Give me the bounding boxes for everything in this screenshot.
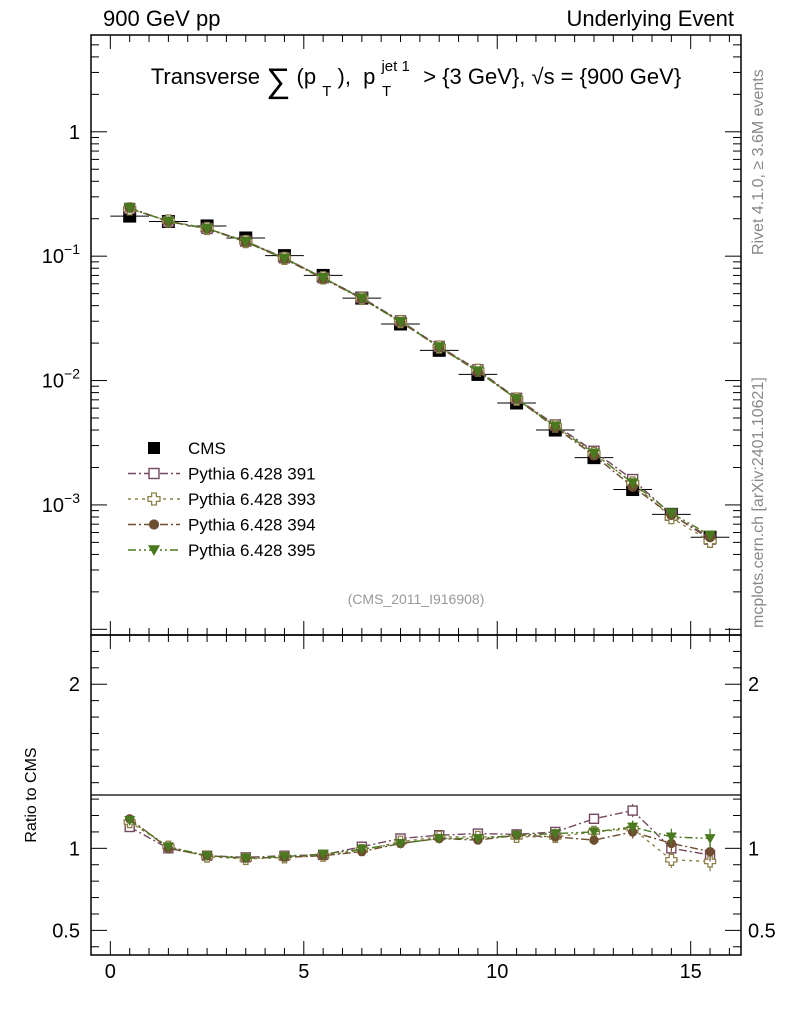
ratio-y-tick-label: 1 <box>69 838 80 860</box>
ratio-axis-ticks: 0 5 10 15 0.5 0.5 1 1 2 2 <box>52 634 776 983</box>
y-tick-base: 10 <box>42 246 64 268</box>
main-axis-ticks: 110−110−210−3 <box>42 34 741 635</box>
ratio-y-tick-label-right: 1 <box>748 838 759 860</box>
y-tick-label: 1 <box>69 122 80 144</box>
series-point-4 <box>471 366 484 378</box>
legend-marker <box>148 519 160 530</box>
header-right-label: Underlying Event <box>566 6 734 31</box>
ratio-y-tick-label: 0.5 <box>52 920 80 942</box>
legend-label: CMS <box>188 439 226 458</box>
title-rest: > {3 GeV}, √s = {900 GeV} <box>423 64 681 89</box>
ratio-point-3 <box>589 835 599 845</box>
title-sum-symbol: ∑ <box>266 62 290 100</box>
x-tick-label: 0 <box>105 961 116 983</box>
legend-label: Pythia 6.428 391 <box>188 465 316 484</box>
ratio-y-tick-label-right: 2 <box>748 674 759 696</box>
series-line-3 <box>129 207 711 538</box>
y-tick-label: 10−2 <box>42 366 80 393</box>
plot-title: Transverse ∑ (p T ), p jet 1 T > {3 GeV}… <box>151 51 681 101</box>
ratio-point-4 <box>278 852 290 863</box>
series-point-4 <box>626 478 639 490</box>
ratio-y-tick-label: 2 <box>69 674 80 696</box>
legend-marker <box>148 442 160 454</box>
series-point-4 <box>123 203 136 214</box>
ratio-plot-data <box>123 804 717 872</box>
ratio-point-4 <box>472 834 484 844</box>
y-tick-exponent: −1 <box>64 241 80 257</box>
ratio-point-2 <box>665 853 678 866</box>
ratio-point-4 <box>124 816 136 826</box>
ratio-y-tick-label-right: 0.5 <box>748 920 776 942</box>
ratio-point-4 <box>201 851 213 862</box>
y-tick-exponent: −3 <box>64 490 80 506</box>
y-tick-base: 10 <box>42 371 64 393</box>
x-tick-label: 5 <box>298 961 309 983</box>
ratio-line-4 <box>129 819 711 859</box>
ratio-point-1 <box>627 805 638 816</box>
ratio-point-4 <box>162 842 174 853</box>
ratio-point-4 <box>395 839 407 849</box>
title-pt-close: ), <box>338 64 351 89</box>
legend: CMS Pythia 6.428 391 Pythia 6.428 393 Pythi… <box>128 439 316 560</box>
ratio-y-axis-label: Ratio to CMS <box>23 747 40 842</box>
series-point-4 <box>587 448 600 460</box>
series-point-4 <box>355 293 368 305</box>
y-tick-base: 10 <box>42 495 64 517</box>
legend-label: Pythia 6.428 394 <box>188 516 316 535</box>
series-point-4 <box>394 316 407 328</box>
ratio-point-4 <box>317 849 329 860</box>
title-pjet-sup: jet 1 <box>380 58 409 75</box>
series-point-4 <box>510 394 523 406</box>
title-pjet-sub: T <box>382 83 391 100</box>
ratio-point-4 <box>356 844 368 855</box>
title-prefix: Transverse <box>151 64 260 89</box>
legend-marker <box>147 492 161 506</box>
ratio-point-4 <box>549 829 561 840</box>
x-tick-label: 15 <box>680 961 702 983</box>
legend-label: Pythia 6.428 393 <box>188 490 316 509</box>
series-point-4 <box>549 421 562 433</box>
title-pjet: p <box>363 64 375 89</box>
x-tick-label: 10 <box>486 961 508 983</box>
legend-marker <box>148 545 160 556</box>
ratio-point-3 <box>705 846 715 857</box>
series-point-4 <box>278 253 291 265</box>
series-point-4 <box>317 273 330 284</box>
ratio-point-4 <box>240 853 252 864</box>
ratio-point-4 <box>433 834 445 844</box>
ratio-point-1 <box>588 813 600 824</box>
ratio-point-4 <box>511 830 523 841</box>
ratio-line-2 <box>129 821 711 863</box>
analysis-watermark: (CMS_2011_I916908) <box>348 591 485 607</box>
ratio-point-4 <box>588 827 600 838</box>
series-point-4 <box>162 216 175 228</box>
header-left-label: 900 GeV pp <box>103 6 221 31</box>
main-plot-data <box>110 202 730 548</box>
title-pt-sub: T <box>322 83 331 100</box>
title-pt: (p <box>297 64 317 89</box>
ratio-point-4 <box>627 822 639 833</box>
legend-marker <box>148 467 160 480</box>
y-tick-label: 10−1 <box>42 241 80 268</box>
ratio-line-3 <box>129 818 711 859</box>
series-point-4 <box>201 223 214 235</box>
y-tick-label: 10−3 <box>42 490 80 517</box>
ratio-point-4 <box>665 832 677 843</box>
series-point-4 <box>433 342 446 354</box>
series-point-4 <box>704 530 717 542</box>
ratio-line-1 <box>129 809 711 859</box>
series-line-4 <box>129 207 711 536</box>
ratio-point-4 <box>704 834 716 844</box>
y-tick-base: 1 <box>69 122 80 144</box>
series-point-4 <box>239 236 252 248</box>
legend-label: Pythia 6.428 395 <box>188 541 316 560</box>
series-point-4 <box>665 508 678 520</box>
y-tick-exponent: −2 <box>64 366 80 382</box>
